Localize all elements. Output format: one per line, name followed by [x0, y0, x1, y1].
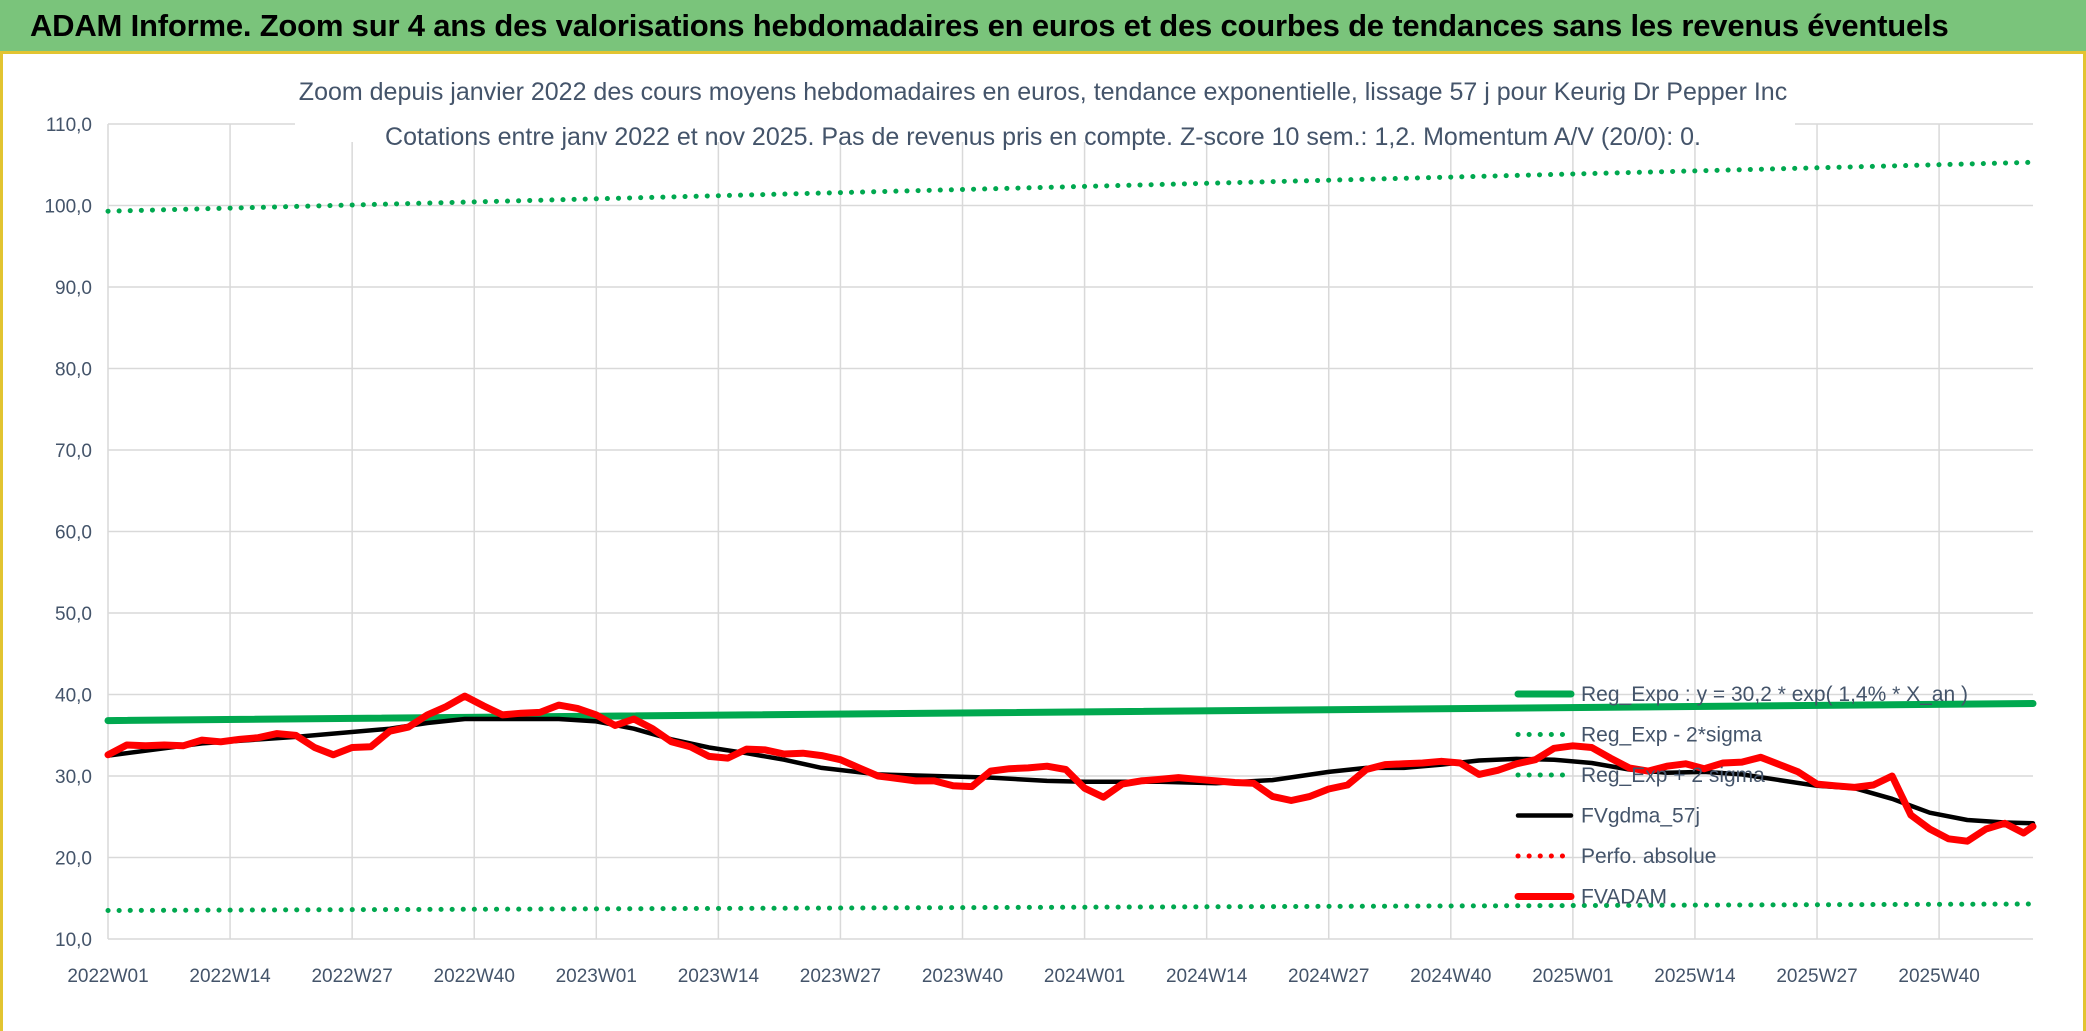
x-tick-label: 2022W27: [311, 966, 392, 987]
series-line: [104, 700, 2037, 725]
y-tick-label: 30,0: [55, 767, 92, 788]
legend-label: Reg_Exp - 2*sigma: [1581, 724, 1762, 747]
x-tick-label: 2023W27: [800, 966, 881, 987]
x-tick-label: 2025W27: [1776, 966, 1857, 987]
x-tick-label: 2025W14: [1654, 966, 1736, 987]
x-tick-label: 2022W01: [67, 966, 148, 987]
x-tick-label: 2023W14: [678, 966, 760, 987]
chart-title: Zoom depuis janvier 2022 des cours moyen…: [299, 78, 1787, 106]
chart-subtitle: Cotations entre janv 2022 et nov 2025. P…: [385, 123, 1701, 151]
legend-label: FVgdma_57j: [1581, 805, 1700, 828]
y-tick-label: 80,0: [55, 360, 92, 381]
x-tick-label: 2024W01: [1044, 966, 1125, 987]
header-banner: ADAM Informe. Zoom sur 4 ans des valoris…: [0, 0, 2086, 54]
legend-label: Perfo. absolue: [1581, 845, 1716, 868]
legend-label: Reg_Exp + 2 sigma: [1581, 764, 1765, 787]
series-line: [104, 692, 2037, 845]
x-tick-label: 2024W40: [1410, 966, 1491, 987]
y-tick-label: 60,0: [55, 523, 92, 544]
y-tick-label: 10,0: [55, 930, 92, 951]
x-tick-label: 2025W40: [1898, 966, 1979, 987]
y-axis-ticks: 10,0 20,0 30,0 40,0 50,0 60,0 70,0 80,0 90,0 100,…: [44, 115, 92, 951]
y-tick-label: 100,0: [44, 197, 92, 218]
y-tick-label: 40,0: [55, 686, 92, 707]
chart: 10,0 20,0 30,0 40,0 50,0 60,0 70,0 80,0 90,0 100,…: [44, 64, 2037, 987]
x-tick-label: 2023W40: [922, 966, 1003, 987]
x-tick-label: 2022W40: [434, 966, 515, 987]
x-tick-label: 2023W01: [556, 966, 637, 987]
legend-label: Reg_Expo : y = 30,2 * exp( 1,4% * X_an ): [1581, 683, 1968, 706]
chart-frame: 10,0 20,0 30,0 40,0 50,0 60,0 70,0 80,0 90,0 100,…: [0, 54, 2086, 1031]
x-tick-label: 2024W14: [1166, 966, 1248, 987]
grid: [107, 123, 2033, 940]
x-axis-ticks: 2022W01 2022W14 2022W27 2022W40 2023W01 2023W…: [67, 966, 1979, 987]
series-line: [105, 901, 2036, 913]
x-tick-label: 2025W01: [1532, 966, 1613, 987]
title-background: [295, 64, 1795, 142]
legend: Reg_Expo : y = 30,2 * exp( 1,4% * X_an )…: [1514, 683, 1968, 909]
y-tick-label: 20,0: [55, 849, 92, 870]
y-tick-label: 90,0: [55, 278, 92, 299]
series-line: [105, 159, 2036, 214]
y-tick-label: 110,0: [46, 115, 92, 136]
legend-label: FVADAM: [1581, 886, 1667, 909]
x-tick-label: 2024W27: [1288, 966, 1369, 987]
series-layer: [104, 159, 2037, 913]
header-title: ADAM Informe. Zoom sur 4 ans des valoris…: [30, 8, 1949, 43]
y-tick-label: 50,0: [55, 604, 92, 625]
y-tick-label: 70,0: [55, 441, 92, 462]
x-tick-label: 2022W14: [189, 966, 271, 987]
